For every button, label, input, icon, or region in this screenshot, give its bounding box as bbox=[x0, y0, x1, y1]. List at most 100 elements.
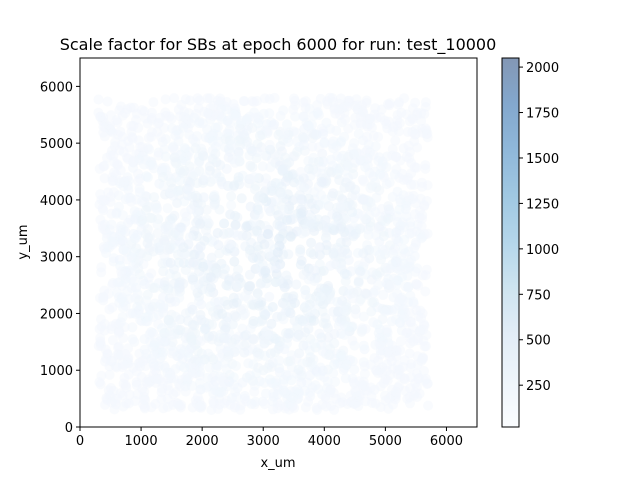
y-tick-label: 3000 bbox=[40, 251, 73, 266]
scatter-point bbox=[198, 151, 209, 162]
scatter-point bbox=[106, 356, 117, 366]
scatter-point bbox=[239, 291, 250, 302]
scatter-point bbox=[239, 96, 250, 107]
scatter-point bbox=[218, 376, 229, 387]
scatter-point bbox=[215, 329, 226, 340]
chart-title: Scale factor for SBs at epoch 6000 for r… bbox=[60, 35, 497, 55]
scatter-point bbox=[233, 152, 244, 163]
scatter-point bbox=[378, 378, 389, 388]
scatter-point bbox=[410, 387, 421, 398]
scatter-point bbox=[364, 113, 375, 124]
scatter-point bbox=[102, 241, 113, 252]
scatter-point bbox=[165, 257, 176, 268]
scatter-point bbox=[378, 159, 389, 170]
scatter-point bbox=[335, 200, 346, 211]
scatter-point bbox=[160, 151, 171, 162]
scatter-point bbox=[95, 189, 106, 200]
scatter-point bbox=[264, 291, 275, 302]
scatter-point bbox=[253, 112, 264, 123]
scatter-point bbox=[143, 132, 154, 143]
scatter-point bbox=[352, 100, 363, 111]
scatter-point bbox=[412, 351, 423, 362]
scatter-point bbox=[127, 322, 138, 333]
scatter-point bbox=[235, 404, 246, 415]
scatter-point bbox=[322, 322, 333, 333]
scatter-point bbox=[129, 265, 140, 276]
scatter-point bbox=[357, 106, 368, 117]
scatter-point bbox=[259, 338, 270, 349]
scatter-point bbox=[363, 139, 374, 150]
scatter-point bbox=[328, 247, 339, 258]
scatter-point bbox=[272, 261, 283, 272]
scatter-point bbox=[408, 296, 419, 307]
scatter-point bbox=[175, 175, 185, 186]
scatter-point bbox=[355, 223, 366, 234]
scatter-point bbox=[131, 366, 142, 377]
scatter-point bbox=[208, 398, 219, 409]
scatter-point bbox=[208, 173, 219, 184]
scatter-point bbox=[151, 204, 162, 215]
scatter-point bbox=[350, 157, 360, 168]
scatter-point bbox=[325, 349, 336, 360]
scatter-point bbox=[228, 292, 239, 303]
scatter-point bbox=[222, 299, 233, 310]
scatter-point bbox=[179, 208, 190, 218]
x-axis-ticks: 0 1000 2000 3000 4000 5000 6000 bbox=[76, 427, 463, 449]
scatter-point bbox=[227, 393, 237, 403]
scatter-point bbox=[345, 200, 356, 211]
scatter-point bbox=[365, 382, 376, 393]
scatter-point bbox=[199, 324, 210, 335]
scatter-point bbox=[378, 231, 389, 242]
scatter-point bbox=[118, 244, 129, 255]
scatter-point bbox=[395, 345, 406, 356]
scatter-point bbox=[260, 309, 271, 320]
scatter-point bbox=[275, 141, 286, 152]
scatter-point bbox=[353, 401, 364, 411]
scatter-point bbox=[329, 104, 340, 115]
scatter-point bbox=[178, 122, 189, 133]
scatter-point bbox=[186, 332, 197, 343]
scatter-point bbox=[419, 341, 430, 352]
scatter-point bbox=[104, 224, 115, 235]
scatter-point bbox=[107, 335, 118, 346]
scatter-point bbox=[152, 228, 163, 239]
scatter-point bbox=[277, 164, 288, 175]
scatter-point bbox=[149, 282, 160, 293]
scatter-point bbox=[104, 120, 115, 131]
scatter-point bbox=[397, 168, 408, 179]
scatter-point bbox=[370, 398, 381, 409]
scatter-point bbox=[134, 187, 145, 198]
scatter-point bbox=[193, 244, 204, 255]
scatter-point bbox=[316, 332, 327, 343]
scatter-point bbox=[369, 297, 379, 308]
scatter-point bbox=[229, 256, 240, 267]
scatter-point bbox=[98, 295, 109, 306]
scatter-point bbox=[363, 230, 374, 241]
scatter-point bbox=[380, 306, 390, 317]
scatter-point bbox=[157, 172, 168, 183]
scatter-point bbox=[306, 119, 317, 130]
scatter-point bbox=[179, 362, 190, 373]
scatter-point bbox=[127, 334, 138, 345]
scatter-point bbox=[382, 263, 393, 274]
scatter-point bbox=[149, 364, 160, 375]
scatter-point bbox=[287, 400, 298, 411]
scatter-point bbox=[169, 278, 180, 289]
scatter-point bbox=[373, 131, 384, 142]
scatter-point bbox=[216, 387, 227, 398]
scatter-point bbox=[148, 163, 159, 174]
scatter-point bbox=[278, 379, 289, 390]
scatter-point bbox=[417, 213, 427, 224]
scatter-point bbox=[320, 194, 331, 205]
y-axis-ticks: 0 1000 2000 3000 4000 5000 6000 bbox=[40, 80, 80, 436]
scatter-point bbox=[366, 306, 377, 317]
scatter-point bbox=[298, 340, 309, 351]
scatter-point bbox=[247, 162, 258, 173]
scatter-point bbox=[245, 174, 256, 185]
scatter-point bbox=[371, 269, 382, 280]
scatter-point bbox=[252, 293, 263, 304]
scatter-point bbox=[110, 396, 120, 407]
scatter-point bbox=[358, 311, 369, 322]
scatter-point bbox=[117, 292, 128, 303]
scatter-point bbox=[115, 235, 126, 245]
